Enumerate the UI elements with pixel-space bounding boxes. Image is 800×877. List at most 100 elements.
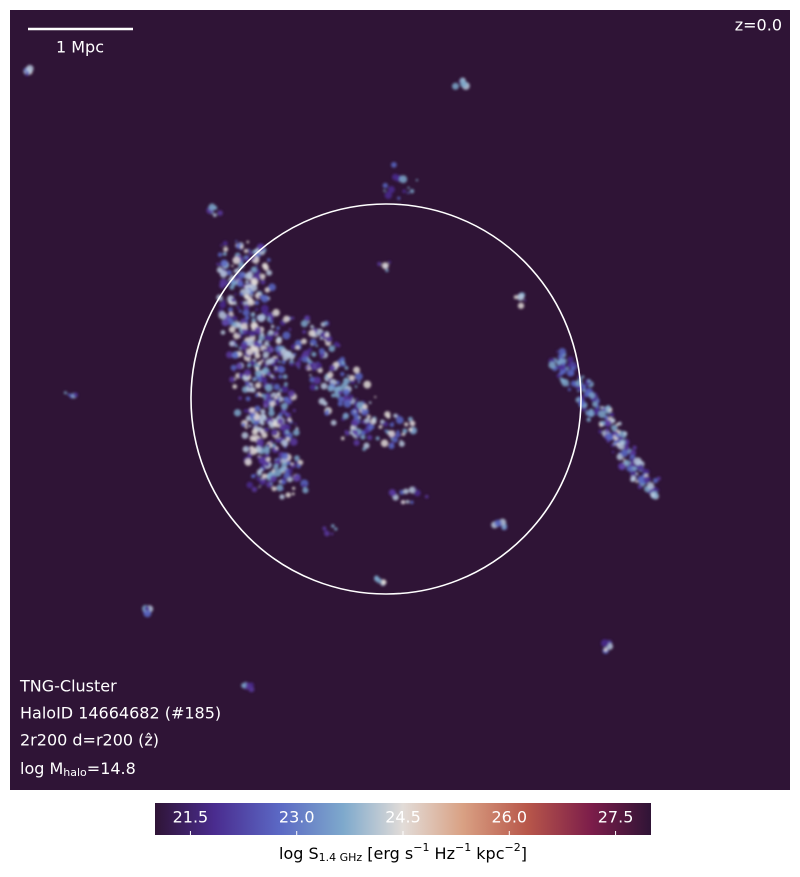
emission-blob <box>611 424 618 432</box>
emission-blob <box>622 458 626 461</box>
emission-blob <box>358 416 362 419</box>
mass-text: =14.8 <box>87 759 136 778</box>
emission-blob <box>567 356 574 363</box>
emission-blob <box>232 256 241 265</box>
emission-blob <box>633 457 642 466</box>
emission-blob <box>252 257 255 260</box>
emission-blob <box>250 284 258 292</box>
emission-blob <box>266 454 270 458</box>
emission-blob <box>603 647 608 652</box>
label-part: −1 <box>455 841 471 854</box>
emission-blob <box>584 391 590 398</box>
emission-blob <box>280 408 287 415</box>
emission-blob <box>241 431 249 439</box>
emission-blob <box>657 488 660 492</box>
emission-blob <box>260 421 265 426</box>
emission-blob <box>384 411 391 418</box>
emission-blob <box>238 373 244 379</box>
emission-blob <box>281 385 289 393</box>
emission-blob <box>294 460 299 464</box>
emission-blob <box>349 394 354 399</box>
emission-blob <box>353 366 361 374</box>
emission-blob <box>284 429 290 435</box>
colorbar-tick-label: 27.5 <box>598 808 634 827</box>
emission-blob <box>245 396 251 402</box>
emission-blob <box>289 437 298 446</box>
emission-blob <box>219 301 227 309</box>
emission-blob <box>271 486 277 492</box>
emission-blob <box>403 488 409 495</box>
emission-blob <box>364 413 367 416</box>
emission-blob <box>266 269 273 276</box>
emission-blob <box>63 391 67 395</box>
emission-blob <box>328 345 336 352</box>
emission-blob <box>264 427 269 432</box>
emission-blob <box>409 189 415 194</box>
emission-blob <box>360 430 366 436</box>
emission-blob <box>277 397 280 401</box>
emission-blob <box>262 264 267 269</box>
emission-blob <box>230 364 237 371</box>
emission-blob <box>243 248 249 254</box>
emission-blob <box>248 424 252 428</box>
emission-blob <box>304 315 311 322</box>
emission-blob <box>337 401 343 407</box>
emission-blob <box>346 374 350 377</box>
emission-blob <box>220 244 223 247</box>
emission-blob <box>219 282 225 289</box>
emission-blob <box>276 326 280 331</box>
emission-blob <box>281 359 286 365</box>
emission-blob <box>587 379 591 383</box>
emission-blob <box>229 376 236 383</box>
emission-blob <box>257 378 262 383</box>
emission-blob <box>374 395 377 399</box>
emission-blob <box>384 191 393 200</box>
label-part: [erg s <box>362 844 413 863</box>
emission-blob <box>313 376 321 385</box>
emission-blob <box>415 179 419 182</box>
label-part: −2 <box>505 841 521 854</box>
emission-blob <box>501 525 507 530</box>
emission-blob <box>284 413 288 416</box>
emission-blob <box>283 472 290 479</box>
emission-blob <box>259 428 265 434</box>
emission-blob <box>310 343 313 346</box>
emission-blob <box>322 401 328 407</box>
emission-blob <box>255 307 259 311</box>
emission-blob <box>378 425 383 429</box>
emission-blob <box>558 371 564 376</box>
emission-blob <box>381 262 389 270</box>
emission-blob <box>240 248 243 251</box>
emission-blob <box>620 440 625 445</box>
emission-blob <box>244 458 252 466</box>
emission-blob <box>281 488 284 491</box>
emission-blob <box>609 435 614 441</box>
emission-blob <box>381 579 386 584</box>
emission-blob <box>256 438 264 446</box>
emission-blob <box>395 433 400 438</box>
emission-blob <box>582 384 587 389</box>
emission-blob <box>300 320 308 328</box>
emission-blob <box>290 344 297 350</box>
emission-blob <box>315 344 319 348</box>
emission-blob <box>413 489 421 497</box>
emission-blob <box>273 330 279 336</box>
emission-blob <box>26 71 30 74</box>
emission-blob <box>402 428 408 434</box>
emission-blob <box>259 456 267 464</box>
emission-blob <box>377 261 382 267</box>
emission-blob <box>460 77 464 81</box>
emission-blob <box>344 430 350 436</box>
emission-blob <box>253 414 260 421</box>
emission-blob <box>578 399 586 407</box>
emission-blob <box>283 382 288 387</box>
emission-blob <box>292 429 300 436</box>
emission-blob <box>242 284 246 288</box>
emission-blob <box>647 482 655 490</box>
emission-blob <box>594 408 599 413</box>
emission-blob <box>219 270 228 278</box>
emission-blob <box>254 369 263 377</box>
emission-blob <box>253 340 260 348</box>
emission-blob <box>283 461 286 464</box>
